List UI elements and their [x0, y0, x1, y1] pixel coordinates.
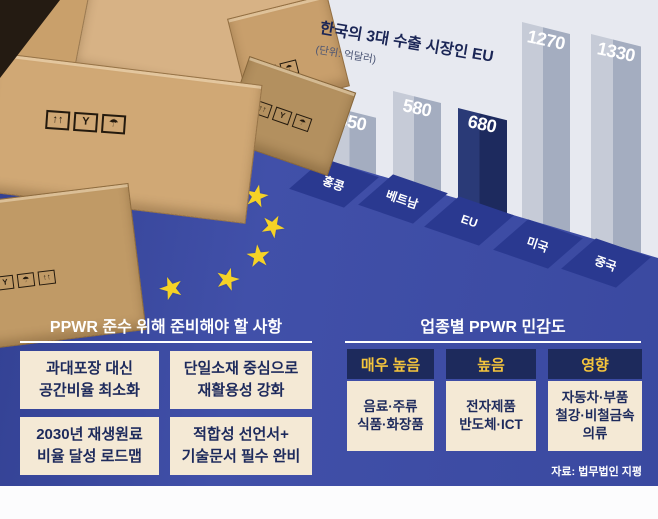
left-panel-title: PPWR 준수 위해 준비해야 할 사항	[49, 319, 283, 336]
right-panel-rule	[345, 341, 641, 343]
fragile-icon: Y	[271, 106, 293, 126]
cardboard-box	[74, 0, 314, 110]
sensitivity-badge-high: 높음	[446, 349, 536, 379]
prep-box-conformity-docs: 적합성 선언서+ 기술문서 필수 완비	[170, 417, 312, 475]
umbrella-icon: ☂	[291, 113, 313, 133]
sensitivity-box-very-high: 음료·주류 식품·화장품	[347, 381, 434, 451]
star-icon: ★	[104, 260, 135, 297]
fragile-icon: Y	[259, 64, 279, 83]
prep-box-recycled-roadmap: 2030년 재생원료 비율 달성 로드맵	[20, 417, 159, 475]
star-icon: ★	[67, 238, 101, 277]
left-panel-rule	[20, 341, 312, 343]
right-panel-title: 업종별 PPWR 민감도	[420, 319, 566, 336]
up-arrows-icon: ↑↑	[252, 99, 273, 119]
star-icon: ★	[243, 238, 274, 275]
source-note: 자료: 법무법인 지평	[551, 466, 642, 478]
bottom-margin-strip	[0, 486, 658, 519]
sensitivity-badge-very-high: 매우 높음	[347, 349, 434, 379]
sensitivity-box-high: 전자제품 반도체·ICT	[446, 381, 536, 451]
sensitivity-box-affected: 자동차·부품 철강·비철금속 의류	[548, 381, 642, 451]
prep-box-space-ratio: 과대포장 대신 공간비율 최소화	[20, 351, 159, 409]
sensitivity-badge-affected: 영향	[548, 349, 642, 379]
umbrella-icon: ☂	[279, 59, 300, 78]
prep-box-mono-material: 단일소재 중심으로 재활용성 강화	[170, 351, 312, 409]
